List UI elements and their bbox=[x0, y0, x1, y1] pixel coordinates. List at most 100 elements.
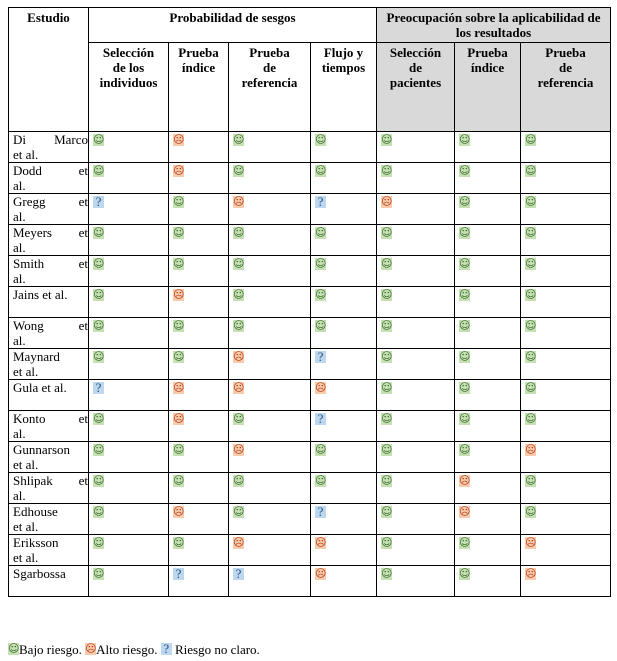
risk-cell: ☺ bbox=[88, 317, 169, 349]
column-header-line: referencia bbox=[537, 75, 594, 90]
smile-icon: ☺ bbox=[315, 257, 327, 270]
study-name-line: Sgarbossa bbox=[13, 566, 66, 581]
column-header-line: índice bbox=[181, 60, 216, 75]
smile-icon: ☺ bbox=[459, 226, 471, 239]
smile-icon: ☺ bbox=[93, 164, 105, 177]
risk-cell: ☺ bbox=[168, 441, 229, 473]
risk-cell: ☺ bbox=[88, 410, 169, 442]
risk-cell: ☺ bbox=[310, 162, 377, 194]
smile-icon: ☺ bbox=[173, 319, 185, 332]
study-name-line: al. bbox=[13, 209, 26, 224]
frown-icon: ☹ bbox=[233, 443, 245, 456]
smile-icon: ☺ bbox=[233, 164, 245, 177]
legend-unclear-text: Riesgo no claro. bbox=[174, 642, 260, 657]
risk-cell: ☹ bbox=[168, 503, 229, 535]
risk-cell: ☺ bbox=[168, 534, 229, 566]
smile-icon: ☺ bbox=[233, 412, 245, 425]
study-name-line: Edhouse bbox=[13, 504, 58, 519]
study-name-line: al. bbox=[13, 178, 26, 193]
risk-cell: ☺ bbox=[519, 503, 612, 535]
risk-cell: ? bbox=[88, 193, 169, 225]
column-header-line: Flujo y bbox=[323, 45, 364, 60]
frown-icon: ☹ bbox=[233, 536, 245, 549]
study-name-line: al. bbox=[13, 488, 26, 503]
risk-cell: ☺ bbox=[88, 286, 169, 318]
risk-cell: ☺ bbox=[88, 441, 169, 473]
risk-cell: ☺ bbox=[376, 379, 455, 411]
table-row: Konto et al. ☺ ☹ ☺? ☺ ☺ ☺ bbox=[8, 410, 612, 442]
column-header-study: Estudio bbox=[8, 7, 89, 132]
table-row: Jains et al. ☺ ☹ ☺ ☺ ☺ ☺ ☺ bbox=[8, 286, 612, 318]
risk-cell: ☺ bbox=[376, 317, 455, 349]
smile-icon: ☺ bbox=[381, 226, 393, 239]
column-header-line: referencia bbox=[241, 75, 298, 90]
column-header-bias-2: Prueba de referencia bbox=[228, 42, 311, 132]
group-header-bias: Probabilidad de sesgos bbox=[88, 7, 377, 43]
smile-icon: ☺ bbox=[381, 288, 393, 301]
smile-icon: ☺ bbox=[315, 474, 327, 487]
study-name: Smith et al. bbox=[8, 255, 89, 287]
column-header-line: pacientes bbox=[389, 75, 442, 90]
risk-cell: ☺ bbox=[454, 286, 521, 318]
risk-cell: ☺ bbox=[310, 441, 377, 473]
smile-icon: ☺ bbox=[381, 412, 393, 425]
risk-cell: ☹ bbox=[519, 565, 612, 597]
risk-cell: ☹ bbox=[310, 534, 377, 566]
risk-cell: ☺ bbox=[228, 286, 311, 318]
smile-icon: ☺ bbox=[459, 288, 471, 301]
smile-icon: ☺ bbox=[315, 164, 327, 177]
risk-cell: ☺ bbox=[454, 534, 521, 566]
frown-icon: ☹ bbox=[173, 288, 185, 301]
column-header-applicability-0: Selección de pacientes bbox=[376, 42, 455, 132]
risk-cell: ☺ bbox=[519, 472, 612, 504]
risk-cell: ☺ bbox=[228, 131, 311, 163]
risk-cell: ☺ bbox=[519, 348, 612, 380]
study-name: Sgarbossa bbox=[8, 565, 89, 597]
smile-icon: ☺ bbox=[233, 505, 245, 518]
risk-cell: ☺ bbox=[88, 255, 169, 287]
risk-cell: ☺ bbox=[228, 410, 311, 442]
question-icon: ? bbox=[233, 567, 244, 580]
table-row: Eriksson et al. ☺ ☺ ☹ ☹ ☺ ☺ ☹ bbox=[8, 534, 612, 566]
study-name: Konto et al. bbox=[8, 410, 89, 442]
table-row: Shlipak et al. ☺ ☺ ☺ ☺ ☺ ☹ ☺ bbox=[8, 472, 612, 504]
study-name-line: Wong et bbox=[13, 318, 88, 333]
column-header-line: Selección bbox=[102, 45, 155, 60]
risk-cell: ☺ bbox=[519, 193, 612, 225]
study-name-line: Maynard bbox=[13, 349, 60, 364]
frown-icon: ☹ bbox=[233, 195, 245, 208]
question-icon: ? bbox=[315, 412, 326, 425]
frown-icon: ☹ bbox=[85, 642, 97, 655]
risk-cell: ☺ bbox=[454, 565, 521, 597]
study-name-line: et al. bbox=[13, 457, 39, 472]
table-row: Wong et al. ☺ ☺ ☺ ☺ ☺ ☺ ☺ bbox=[8, 317, 612, 349]
risk-cell: ☺ bbox=[454, 379, 521, 411]
smile-icon: ☺ bbox=[173, 350, 185, 363]
table-row: Edhouse et al. ☺ ☹ ☺? ☺ ☹ ☺ bbox=[8, 503, 612, 535]
risk-cell: ☹ bbox=[454, 472, 521, 504]
column-header-bias-1: Prueba índice bbox=[168, 42, 229, 132]
risk-cell: ☺ bbox=[376, 472, 455, 504]
column-header-bias-3: Flujo y tiempos bbox=[310, 42, 377, 132]
column-header-line: de bbox=[263, 60, 276, 75]
study-name-line: Meyers et bbox=[13, 225, 88, 240]
question-icon: ? bbox=[315, 195, 326, 208]
study-name: Gula et al. bbox=[8, 379, 89, 411]
risk-cell: ☺ bbox=[519, 410, 612, 442]
risk-cell: ☺ bbox=[168, 255, 229, 287]
smile-icon: ☺ bbox=[315, 443, 327, 456]
smile-icon: ☺ bbox=[381, 133, 393, 146]
column-header-line: Prueba bbox=[178, 45, 219, 60]
risk-cell: ? bbox=[88, 379, 169, 411]
study-name-line: et al. bbox=[13, 550, 39, 565]
smile-icon: ☺ bbox=[459, 257, 471, 270]
risk-cell: ☺ bbox=[454, 255, 521, 287]
column-header-line: Prueba bbox=[545, 45, 586, 60]
risk-cell: ? bbox=[310, 193, 377, 225]
column-header-line: Selección bbox=[389, 45, 442, 60]
risk-cell: ☹ bbox=[168, 131, 229, 163]
risk-cell: ☹ bbox=[168, 410, 229, 442]
risk-cell: ☹ bbox=[310, 379, 377, 411]
smile-icon: ☺ bbox=[173, 195, 185, 208]
